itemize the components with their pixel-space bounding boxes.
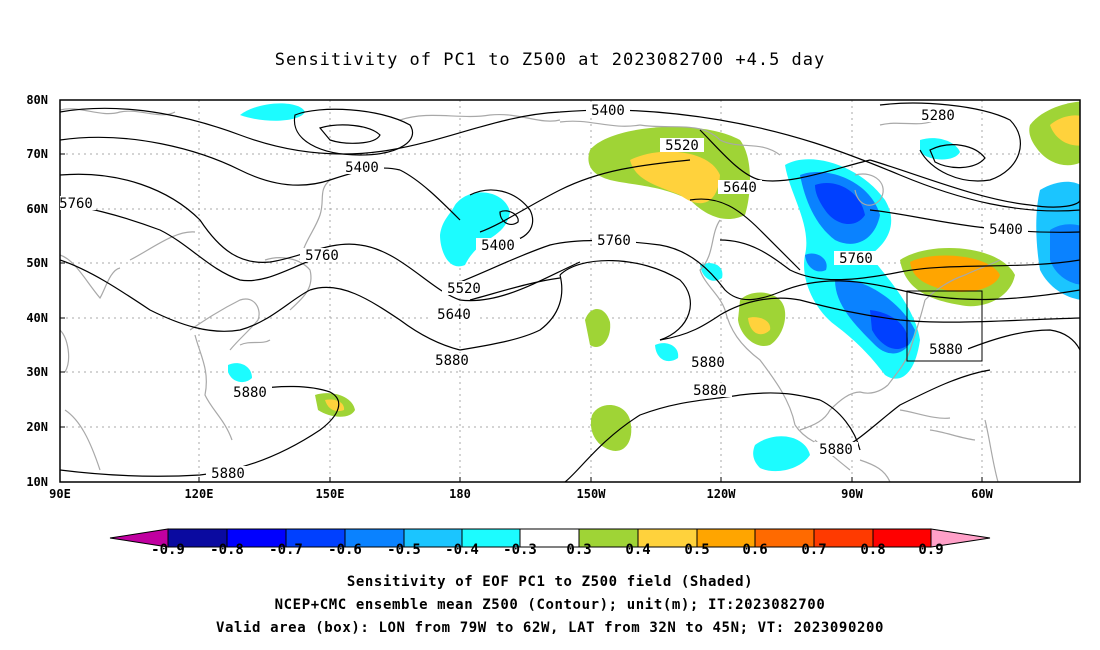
shade-blob [1050, 224, 1080, 285]
contour-label: 5760 [839, 251, 873, 267]
lon-label: 180 [449, 487, 471, 501]
contour-label: 5520 [447, 281, 481, 297]
shade-blob [815, 183, 865, 225]
lat-label: 40N [26, 311, 48, 325]
contour-label: 5880 [233, 385, 267, 401]
contour-label: 5880 [691, 355, 725, 371]
colorbar-label: 0.8 [860, 542, 886, 558]
contour-label: 5400 [345, 160, 379, 176]
shade-blob [1050, 115, 1080, 146]
contour-label: 5880 [929, 342, 963, 358]
colorbar-end-high [930, 528, 991, 548]
footer-line-1: Sensitivity of EOF PC1 to Z500 field (Sh… [346, 574, 754, 590]
shade-blob [805, 253, 827, 272]
colorbar-label: -0.4 [445, 542, 479, 558]
contour-label: 5640 [437, 307, 471, 323]
shade-blob [655, 343, 679, 362]
lon-label: 90E [49, 487, 71, 501]
colorbar-label: -0.9 [151, 542, 185, 558]
shade-blob [240, 103, 305, 121]
shade-blob [440, 192, 510, 267]
lat-label: 20N [26, 420, 48, 434]
lon-label: 120E [184, 487, 214, 501]
colorbar-label: -0.5 [387, 542, 421, 558]
shade-blob [325, 399, 345, 412]
shade-blob [920, 138, 960, 160]
colorbar-label: 0.7 [801, 542, 827, 558]
contour-label: 5880 [211, 466, 245, 482]
colorbar-label: 0.4 [625, 542, 651, 558]
lon-label: 60W [971, 487, 993, 501]
lat-label: 10N [26, 475, 48, 489]
contour-label: 5520 [665, 138, 699, 154]
contour-label: 5880 [693, 383, 727, 399]
contour-label: 5880 [819, 442, 853, 458]
colorbar [109, 528, 991, 548]
contour-label: 5880 [435, 353, 469, 369]
shade-blob [910, 255, 1000, 292]
lat-label: 50N [26, 256, 48, 270]
colorbar-label: -0.8 [210, 542, 244, 558]
colorbar-label: 0.9 [918, 542, 944, 558]
map-frame [59, 99, 1081, 483]
footer-line-3: Valid area (box): LON from 79W to 62W, L… [215, 620, 885, 636]
shade-blob [748, 317, 771, 335]
lon-label: 120W [706, 487, 736, 501]
lat-label: 80N [26, 93, 48, 107]
valid-area-box [906, 290, 983, 362]
colorbar-label: -0.3 [503, 542, 537, 558]
colorbar-label: -0.7 [269, 542, 303, 558]
lat-label: 30N [26, 365, 48, 379]
shade-blob [590, 404, 632, 451]
lat-label: 60N [26, 202, 48, 216]
page-title: Sensitivity of PC1 to Z500 at 2023082700… [274, 50, 826, 70]
colorbar-label: 0.6 [742, 542, 768, 558]
footer-line-2: NCEP+CMC ensemble mean Z500 (Contour); u… [274, 597, 826, 613]
contour-label: 5760 [305, 248, 339, 264]
contour-label: 5760 [59, 196, 93, 212]
contour-label: 5640 [723, 180, 757, 196]
z500-contours [60, 102, 1080, 482]
colorbar-label: 0.3 [566, 542, 592, 558]
contour-label: 5400 [481, 238, 515, 254]
lon-label: 150E [315, 487, 345, 501]
grid [60, 100, 1080, 482]
shade-blob [228, 363, 252, 383]
colorbar-label: -0.6 [328, 542, 362, 558]
contour-label: 5400 [591, 103, 625, 119]
lat-label: 70N [26, 147, 48, 161]
sensitivity-shading [228, 101, 1080, 472]
contour-label: 5760 [597, 233, 631, 249]
shade-blob [753, 436, 810, 472]
shade-blob [870, 310, 909, 350]
contour-label: 5280 [921, 108, 955, 124]
colorbar-label: 0.5 [684, 542, 710, 558]
lon-label: 150W [576, 487, 606, 501]
lon-label: 90W [841, 487, 863, 501]
shade-blob [585, 308, 611, 348]
contour-label: 5400 [989, 222, 1023, 238]
